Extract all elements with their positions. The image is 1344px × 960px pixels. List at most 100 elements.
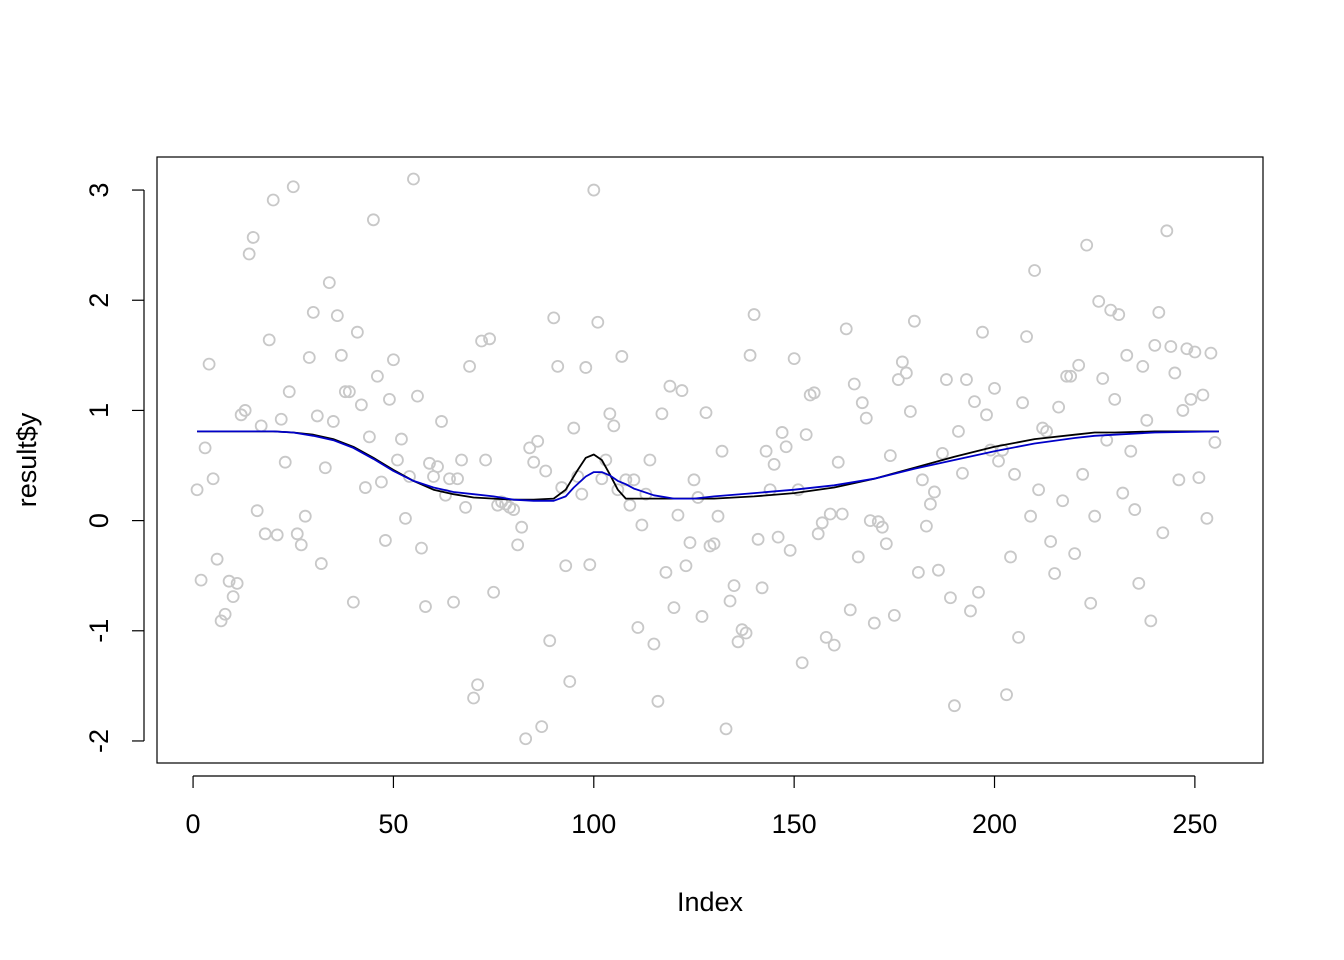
data-point	[952, 424, 965, 438]
data-point	[1040, 424, 1054, 438]
data-point	[647, 637, 661, 651]
data-point	[471, 678, 484, 692]
data-point	[551, 359, 565, 373]
x-axis-label: Index	[677, 887, 744, 917]
data-point	[262, 333, 276, 347]
data-point	[759, 444, 773, 458]
data-point	[451, 472, 464, 486]
data-point	[779, 440, 793, 454]
data-point	[1032, 483, 1045, 497]
data-point	[932, 563, 945, 577]
data-point	[767, 458, 781, 471]
data-point	[419, 600, 432, 613]
x-tick-label: 250	[1172, 809, 1217, 839]
data-point	[362, 430, 376, 444]
data-point	[391, 453, 404, 467]
data-points	[190, 172, 1222, 746]
data-point	[515, 520, 529, 534]
data-point	[1180, 342, 1194, 356]
data-point	[919, 519, 933, 533]
data-point	[827, 638, 841, 652]
data-point	[318, 461, 332, 475]
data-point	[715, 444, 729, 458]
data-point	[507, 503, 521, 516]
series-line-1	[197, 430, 1219, 501]
data-point	[290, 527, 304, 541]
data-point	[988, 381, 1001, 395]
data-point	[1136, 359, 1150, 373]
data-point	[631, 621, 645, 634]
data-point	[415, 541, 428, 555]
data-point	[387, 353, 400, 367]
data-point	[206, 472, 220, 486]
data-point	[859, 411, 873, 425]
data-point	[395, 432, 408, 446]
data-point	[1068, 547, 1082, 561]
data-point	[619, 473, 633, 487]
data-point	[483, 332, 497, 346]
data-point	[559, 559, 573, 573]
data-point	[615, 350, 629, 363]
data-point	[731, 635, 745, 649]
data-point	[863, 514, 877, 527]
data-point	[210, 552, 224, 566]
data-point	[286, 180, 300, 194]
data-point	[992, 454, 1005, 468]
data-point	[743, 348, 757, 362]
data-point	[1192, 471, 1206, 485]
data-point	[923, 497, 937, 511]
data-point	[1112, 308, 1126, 321]
data-point	[1200, 511, 1214, 525]
data-point	[214, 614, 228, 628]
y-tick-label: -2	[84, 729, 114, 753]
data-point	[306, 305, 320, 319]
data-point	[1092, 294, 1106, 308]
data-point	[1080, 238, 1094, 252]
data-point	[379, 534, 392, 547]
data-point	[687, 473, 701, 487]
data-point	[895, 355, 909, 369]
data-point	[579, 361, 593, 374]
data-point	[1188, 345, 1202, 359]
data-point	[972, 585, 985, 599]
data-point	[1036, 421, 1050, 435]
data-point	[831, 455, 845, 469]
data-point	[1144, 614, 1158, 628]
data-point	[911, 565, 925, 579]
data-point	[1028, 264, 1041, 277]
data-point	[739, 626, 753, 640]
data-point	[635, 518, 649, 532]
data-point	[1044, 535, 1058, 548]
x-axis: 0 50 100 150 200 250	[186, 775, 1217, 839]
data-point	[511, 538, 525, 552]
data-point	[298, 509, 312, 523]
data-point	[799, 428, 813, 442]
data-point	[1020, 330, 1033, 343]
data-point	[302, 351, 316, 364]
data-point	[819, 630, 833, 644]
data-point	[1140, 413, 1154, 427]
data-point	[194, 573, 208, 587]
data-point	[531, 434, 545, 448]
data-point	[567, 421, 581, 435]
series-line-2	[197, 430, 1219, 502]
data-point	[1116, 486, 1130, 500]
data-point	[719, 722, 733, 736]
data-point	[1184, 392, 1198, 406]
data-point	[839, 322, 853, 336]
data-point	[855, 396, 869, 410]
data-point	[707, 537, 721, 551]
data-point	[675, 384, 689, 397]
data-point	[282, 385, 296, 399]
data-point	[843, 603, 857, 617]
data-point	[623, 498, 637, 512]
data-point	[575, 487, 589, 501]
data-point	[611, 483, 625, 497]
data-point	[956, 466, 969, 480]
data-point	[258, 527, 272, 541]
data-point	[875, 520, 889, 534]
data-point	[891, 373, 905, 386]
data-point	[1152, 305, 1166, 319]
data-point	[903, 405, 917, 418]
data-point	[563, 675, 577, 688]
